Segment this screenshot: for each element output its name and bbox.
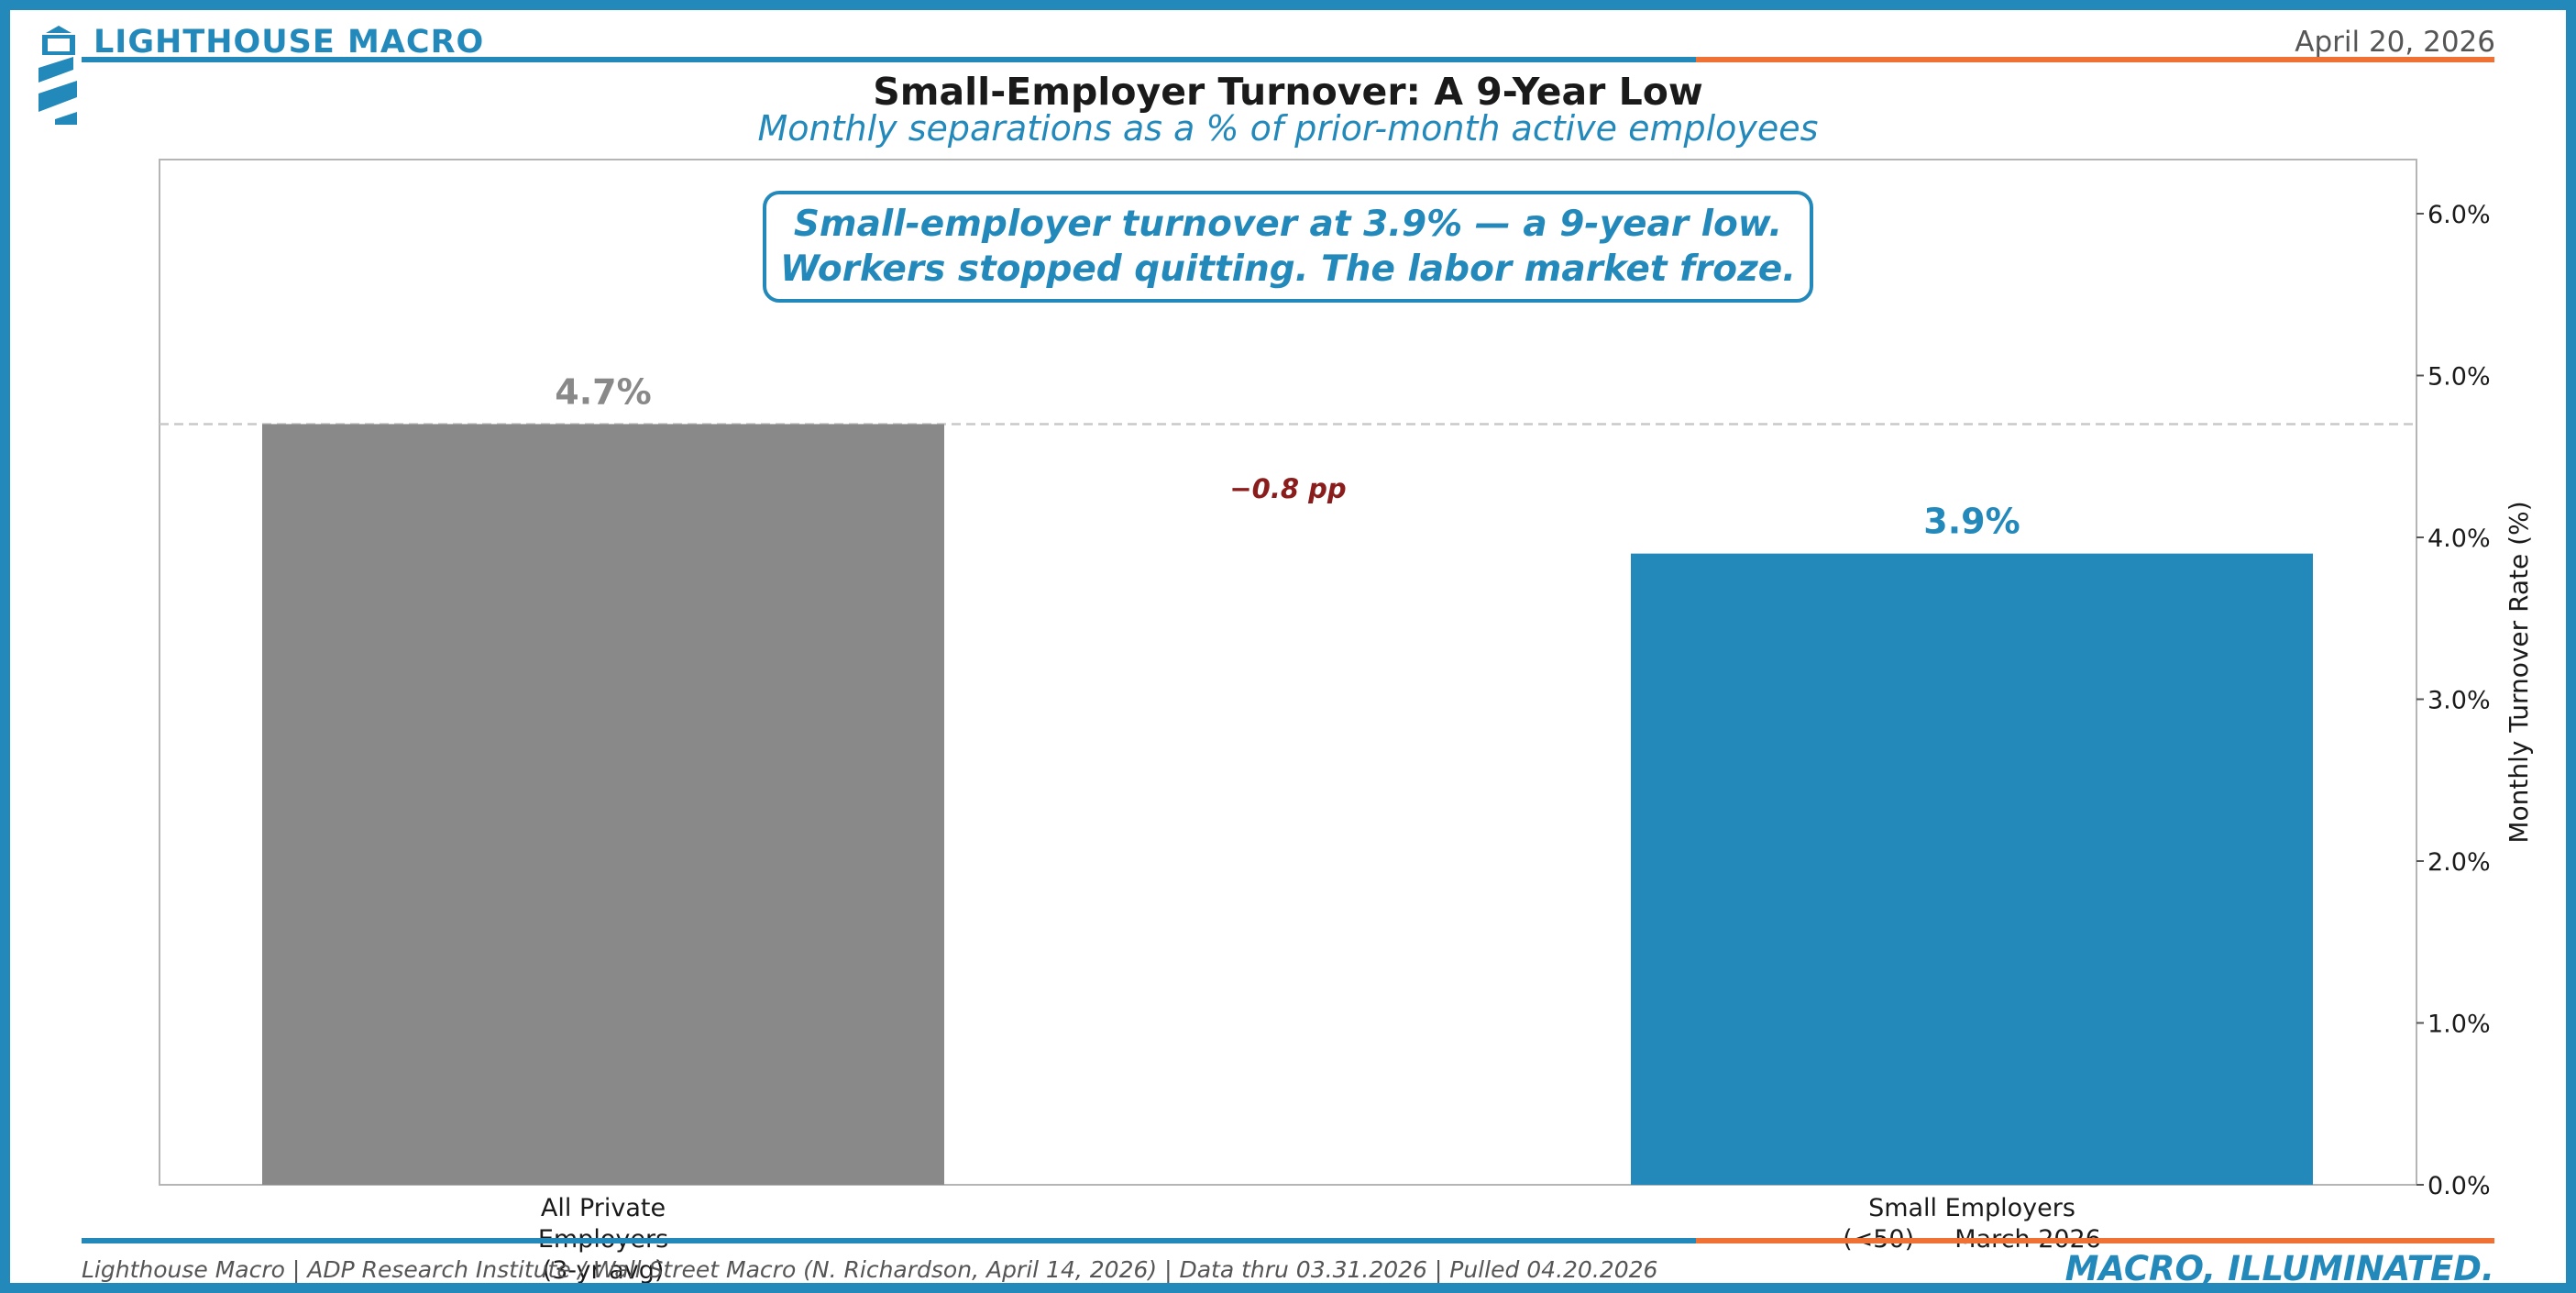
bar-0 [262,424,944,1185]
delta-label: −0.8 pp [1229,473,1346,504]
bar-1 [1631,553,2313,1185]
y-tick-label-3: 3.0% [2427,687,2491,715]
header-rule [82,57,2494,62]
callout-line-1: Small-employer turnover at 3.9% — a 9-ye… [793,204,1783,245]
y-tick-label-5: 5.0% [2427,363,2491,392]
category-label-1-0: Small Employers [1868,1194,2075,1222]
footer-rule [82,1238,2494,1243]
report-date: April 20, 2026 [2295,26,2495,59]
value-label-0: 4.7% [555,371,651,412]
category-label-0-2: (3-yr avg) [543,1256,665,1285]
category-label-0-0: All Private [541,1194,666,1222]
source-note: Lighthouse Macro | ADP Research Institut… [82,1256,1658,1283]
chart-title: Small-Employer Turnover: A 9-Year Low [873,70,1703,114]
tagline: MACRO, ILLUMINATED. [2064,1249,2494,1288]
value-label-1: 3.9% [1923,502,2020,542]
callout-box: Small-employer turnover at 3.9% — a 9-ye… [763,191,1813,303]
y-tick-label-2: 2.0% [2427,848,2491,877]
y-tick-label-1: 1.0% [2427,1011,2491,1039]
y-tick-label-0: 0.0% [2427,1172,2491,1200]
y-axis-title: Monthly Turnover Rate (%) [2504,501,2534,843]
plot-area [159,159,2417,1186]
y-tick-label-4: 4.0% [2427,525,2491,553]
chart-subtitle: Monthly separations as a % of prior-mont… [757,108,1819,149]
brand-name: LIGHTHOUSE MACRO [94,24,485,61]
y-tick-label-6: 6.0% [2427,201,2491,229]
lighthouse-icon [39,26,77,125]
callout-line-2: Workers stopped quitting. The labor mark… [779,249,1797,290]
